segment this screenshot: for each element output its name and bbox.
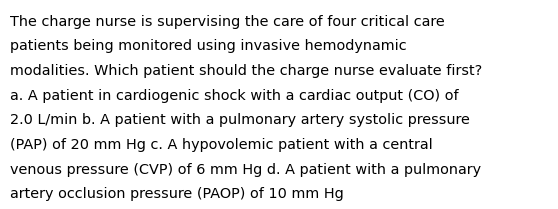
Text: The charge nurse is supervising the care of four critical care: The charge nurse is supervising the care…: [10, 15, 445, 29]
Text: modalities. Which patient should the charge nurse evaluate first?: modalities. Which patient should the cha…: [10, 64, 482, 78]
Text: artery occlusion pressure (PAOP) of 10 mm Hg: artery occlusion pressure (PAOP) of 10 m…: [10, 187, 344, 201]
Text: a. A patient in cardiogenic shock with a cardiac output (CO) of: a. A patient in cardiogenic shock with a…: [10, 89, 459, 103]
Text: 2.0 L/min b. A patient with a pulmonary artery systolic pressure: 2.0 L/min b. A patient with a pulmonary …: [10, 113, 470, 127]
Text: venous pressure (CVP) of 6 mm Hg d. A patient with a pulmonary: venous pressure (CVP) of 6 mm Hg d. A pa…: [10, 163, 481, 177]
Text: (PAP) of 20 mm Hg c. A hypovolemic patient with a central: (PAP) of 20 mm Hg c. A hypovolemic patie…: [10, 138, 433, 152]
Text: patients being monitored using invasive hemodynamic: patients being monitored using invasive …: [10, 39, 407, 53]
